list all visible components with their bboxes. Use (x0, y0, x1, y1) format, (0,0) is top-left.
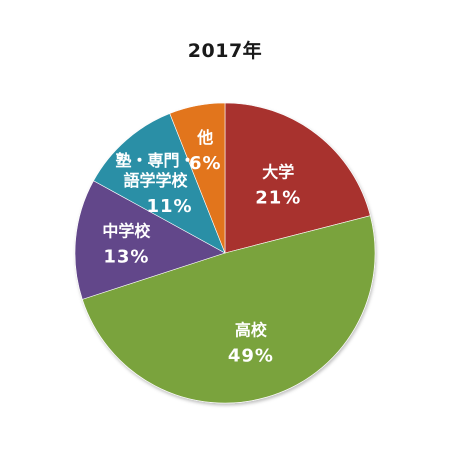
slice-name-label: 大学 (262, 162, 294, 181)
pie-slice (169, 102, 226, 254)
slice-label-group: 中学校 13% (102, 222, 151, 268)
slice-percent-label: 6% (189, 153, 222, 174)
slice-label-group: 高校 49% (228, 320, 274, 366)
slice-percent-label: 11% (146, 196, 192, 217)
slice-name-label: 塾・専門・ (115, 151, 195, 170)
slice-percent-label: 49% (228, 345, 274, 366)
pie-labels: 大学 21% 高校 49% 中学校 13% 塾・専門・語学学校 11% 他 6% (102, 128, 301, 366)
slice-label-group: 大学 21% (255, 162, 301, 208)
slice-label-group: 塾・専門・語学学校 11% (115, 151, 195, 217)
slice-label-group: 他 6% (189, 128, 222, 174)
pie-slice (81, 215, 376, 404)
pie-slices (74, 102, 376, 404)
chart-title: 2017年 (187, 40, 263, 62)
slice-name-label: 中学校 (102, 222, 151, 241)
pie-slice (74, 180, 226, 300)
slice-name-label: 他 (196, 128, 213, 147)
slice-name-label: 語学学校 (123, 171, 188, 190)
slice-percent-label: 13% (103, 247, 149, 268)
pie-slice (224, 102, 371, 254)
slice-name-label: 高校 (235, 320, 268, 339)
pie-slice (93, 113, 226, 254)
slice-percent-label: 21% (255, 187, 301, 208)
